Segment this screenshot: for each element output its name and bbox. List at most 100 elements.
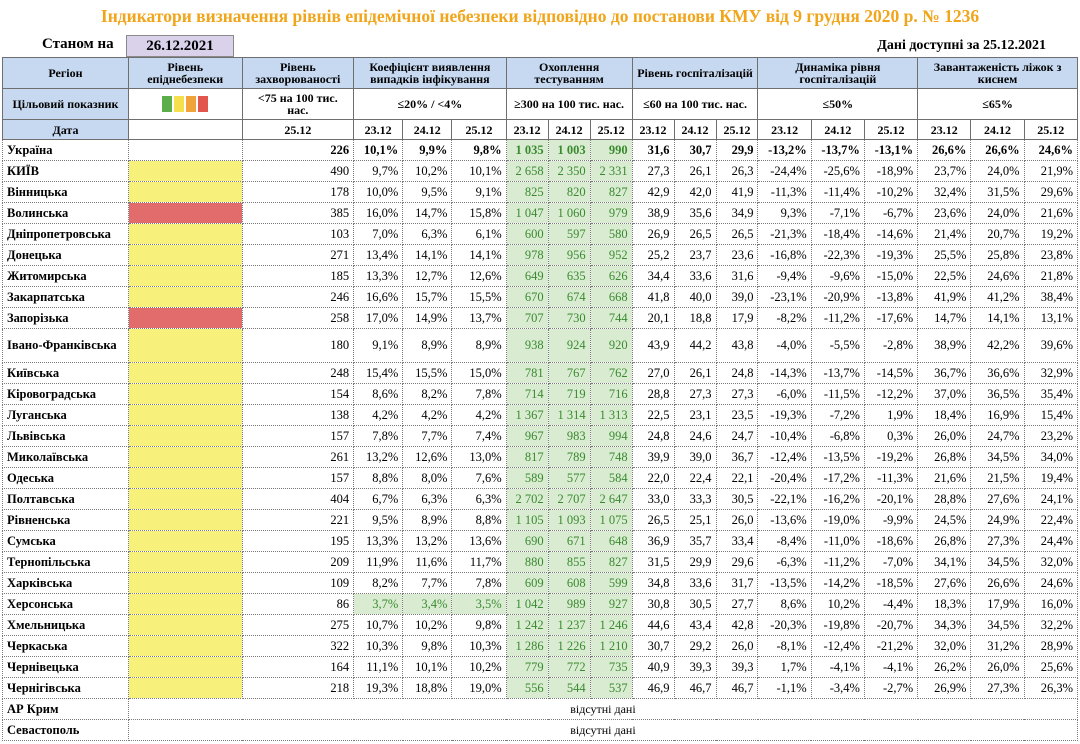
table-row: Житомирська 185 13,3% 12,7% 12,6% 649 635 626 34… <box>2 265 1079 287</box>
det-value: 13,6% <box>451 530 507 552</box>
det-value: 9,8% <box>451 139 507 161</box>
hos-value: 17,9 <box>715 307 759 329</box>
oxy-value: 31,5% <box>970 181 1025 203</box>
dyn-value: -18,5% <box>863 572 919 594</box>
hos-value: 44,6 <box>631 614 675 636</box>
target-detection: ≤20% / <4% <box>353 88 507 120</box>
hos-value: 29,2 <box>673 635 717 657</box>
tst-value: 767 <box>547 362 591 384</box>
hos-value: 30,5 <box>715 488 759 510</box>
dyn-value: -11,0% <box>810 530 865 552</box>
det-value: 10,1% <box>353 139 404 161</box>
level-indicator <box>127 404 243 426</box>
tst-value: 938 <box>505 328 549 363</box>
no-data-text: відсутні дані <box>127 719 1079 741</box>
incidence-value: 180 <box>241 328 355 363</box>
incidence-value: 490 <box>241 160 355 182</box>
hos-value: 25,1 <box>673 509 717 531</box>
tst-value: 1 093 <box>547 509 591 531</box>
tst-value: 1 047 <box>505 202 549 224</box>
oxy-value: 27,3% <box>970 530 1025 552</box>
oxy-value: 24,6% <box>1023 139 1079 161</box>
det-value: 9,5% <box>353 509 404 531</box>
det-value: 15,7% <box>402 286 453 308</box>
det-value: 15,8% <box>451 202 507 224</box>
table-row-national: Україна 226 10,1% 9,9% 9,8% 1 035 1 003 990 31,6… <box>2 139 1079 161</box>
hos-value: 41,9 <box>715 181 759 203</box>
region-name: Дніпропетровська <box>2 223 129 245</box>
hos-value: 29,9 <box>715 139 759 161</box>
oxy-value: 26,6% <box>917 139 972 161</box>
region-name: АР Крим <box>2 698 129 720</box>
tst-value: 1 003 <box>547 139 591 161</box>
tst-value: 2 647 <box>589 488 633 510</box>
level-indicator <box>127 139 243 161</box>
tst-value: 707 <box>505 307 549 329</box>
incidence-value: 258 <box>241 307 355 329</box>
dyn-value: -4,1% <box>863 656 919 678</box>
oxy-value: 34,5% <box>970 614 1025 636</box>
region-name: Кіровоградська <box>2 383 129 405</box>
hos-value: 46,7 <box>715 677 759 699</box>
dyn-value: -6,3% <box>757 551 812 573</box>
hos-value: 31,6 <box>715 265 759 287</box>
as-of-date: 26.12.2021 <box>126 35 234 57</box>
incidence-value: 157 <box>241 425 355 447</box>
oxy-value: 26,0% <box>917 425 972 447</box>
oxy-value: 21,6% <box>917 467 972 489</box>
det-value: 7,7% <box>402 425 453 447</box>
hos-value: 26,5 <box>631 509 675 531</box>
oxy-value: 26,0% <box>970 656 1025 678</box>
tst-value: 1 075 <box>589 509 633 531</box>
date-cell: 24.12 <box>402 119 453 140</box>
oxy-value: 25,6% <box>1023 656 1079 678</box>
hos-value: 26,0 <box>715 509 759 531</box>
tst-value: 580 <box>589 223 633 245</box>
level-indicator <box>127 677 243 699</box>
oxy-value: 35,4% <box>1023 383 1079 405</box>
incidence-value: 157 <box>241 467 355 489</box>
col-incidence: Рівень захворюваності <box>241 57 355 89</box>
oxy-value: 38,4% <box>1023 286 1079 308</box>
level-indicator <box>127 202 243 224</box>
tst-value: 1 314 <box>547 404 591 426</box>
det-value: 13,4% <box>353 244 404 266</box>
oxy-value: 19,4% <box>1023 467 1079 489</box>
table-row-no-data: АР Крим відсутні дані <box>2 698 1079 720</box>
table-row: Харківська 109 8,2% 7,7% 7,8% 609 608 599 34,8 33… <box>2 572 1079 594</box>
region-name: Запорізька <box>2 307 129 329</box>
dyn-value: -10,4% <box>757 425 812 447</box>
oxy-value: 24,5% <box>917 509 972 531</box>
region-name: Черкаська <box>2 635 129 657</box>
table-row: Рівненська 221 9,5% 8,9% 8,8% 1 105 1 093 1 075… <box>2 509 1079 531</box>
oxy-value: 17,9% <box>970 593 1025 615</box>
region-name: Сумська <box>2 530 129 552</box>
col-dynamics: Динаміка рівня госпіталізацій <box>757 57 919 89</box>
target-dynamics: ≤50% <box>757 88 919 120</box>
incidence-value: 404 <box>241 488 355 510</box>
oxy-value: 20,7% <box>970 223 1025 245</box>
table-row: Луганська 138 4,2% 4,2% 4,2% 1 367 1 314 1 313 2… <box>2 404 1079 426</box>
hos-value: 46,7 <box>673 677 717 699</box>
dyn-value: -11,5% <box>810 383 865 405</box>
hos-value: 23,6 <box>715 244 759 266</box>
table-row: Чернівецька 164 11,1% 10,1% 10,2% 779 772 735 40… <box>2 656 1079 678</box>
incidence-value: 226 <box>241 139 355 161</box>
tst-value: 1 246 <box>589 614 633 636</box>
oxy-value: 41,2% <box>970 286 1025 308</box>
dyn-value: 8,6% <box>757 593 812 615</box>
level-indicator <box>127 425 243 447</box>
tst-value: 2 707 <box>547 488 591 510</box>
hos-value: 33,6 <box>673 265 717 287</box>
page-title: Індикатори визначення рівнів епідемічної… <box>100 6 980 26</box>
det-value: 7,8% <box>353 425 404 447</box>
region-name: Житомирська <box>2 265 129 287</box>
tst-value: 994 <box>589 425 633 447</box>
dyn-value: -4,1% <box>810 656 865 678</box>
det-value: 6,3% <box>402 223 453 245</box>
det-value: 15,5% <box>402 362 453 384</box>
date-cell: 23.12 <box>353 119 404 140</box>
tst-value: 983 <box>547 425 591 447</box>
dyn-value: -20,1% <box>863 488 919 510</box>
tst-value: 584 <box>589 467 633 489</box>
